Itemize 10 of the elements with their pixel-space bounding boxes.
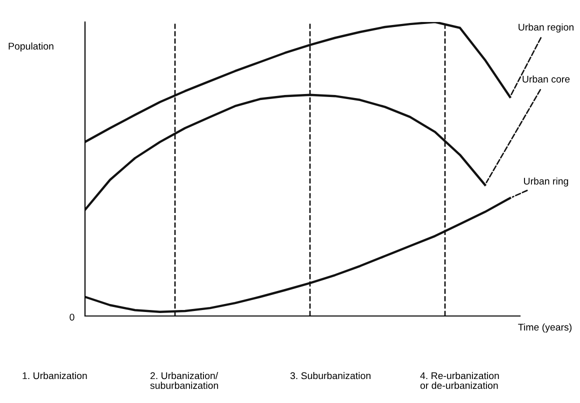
text: 4. Re-urbanization or de-urbanization [420, 372, 499, 389]
x-axis-title: Time (years) [518, 323, 572, 333]
text: 0 [70, 314, 74, 321]
text: 2. Urbanization/ suburbanization [150, 372, 218, 389]
series-label: Urban ring [524, 177, 568, 187]
text: Urban region [518, 23, 574, 33]
text: 3. Suburbanization [290, 372, 370, 380]
text: Urban core [522, 75, 570, 83]
y-axis-title: Population [8, 42, 54, 52]
text: 1. Urbanization [22, 372, 87, 380]
